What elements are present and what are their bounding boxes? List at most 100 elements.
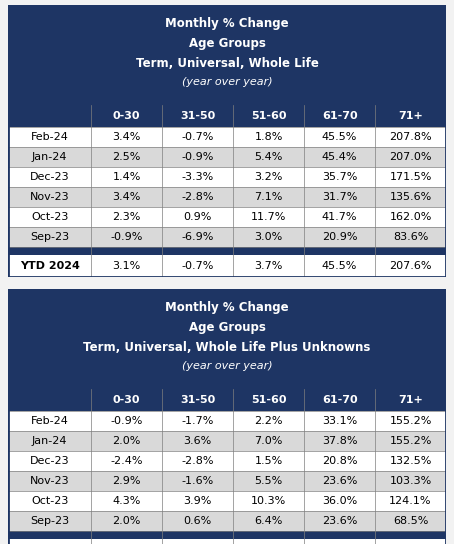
Text: Age Groups: Age Groups — [188, 37, 266, 50]
Text: 207.6%: 207.6% — [389, 261, 432, 271]
Text: 45.4%: 45.4% — [322, 152, 357, 162]
Text: Term, Universal, Whole Life: Term, Universal, Whole Life — [136, 57, 318, 70]
Text: -6.9%: -6.9% — [182, 232, 214, 242]
Text: 33.1%: 33.1% — [322, 416, 357, 426]
Text: -0.7%: -0.7% — [182, 261, 214, 271]
Text: 0-30: 0-30 — [113, 395, 140, 405]
Bar — [8, 127, 446, 147]
Text: 4.3%: 4.3% — [113, 496, 141, 506]
Text: 132.5%: 132.5% — [390, 456, 432, 466]
Text: 2.3%: 2.3% — [113, 212, 141, 222]
Bar — [8, 105, 446, 127]
Text: 124.1%: 124.1% — [389, 496, 432, 506]
Text: Oct-23: Oct-23 — [31, 496, 68, 506]
Text: 3.9%: 3.9% — [183, 496, 212, 506]
Text: 7.0%: 7.0% — [254, 436, 283, 446]
Text: 2.5%: 2.5% — [113, 152, 141, 162]
Text: 207.0%: 207.0% — [389, 152, 432, 162]
Bar — [8, 531, 446, 539]
Text: 0.9%: 0.9% — [183, 212, 212, 222]
Text: Nov-23: Nov-23 — [30, 192, 69, 202]
Text: -0.9%: -0.9% — [182, 152, 214, 162]
Text: 51-60: 51-60 — [251, 395, 286, 405]
Text: 45.5%: 45.5% — [322, 261, 357, 271]
Bar — [8, 511, 446, 531]
Text: 2.0%: 2.0% — [113, 436, 141, 446]
Text: 3.4%: 3.4% — [113, 192, 141, 202]
Text: 103.3%: 103.3% — [390, 476, 432, 486]
Text: 3.7%: 3.7% — [254, 261, 283, 271]
Text: 61-70: 61-70 — [322, 395, 357, 405]
Text: 71+: 71+ — [398, 111, 423, 121]
Text: 2.2%: 2.2% — [254, 416, 283, 426]
Bar — [8, 289, 446, 389]
Text: Oct-23: Oct-23 — [31, 212, 68, 222]
Bar — [8, 389, 446, 411]
Text: -2.4%: -2.4% — [110, 456, 143, 466]
Text: Sep-23: Sep-23 — [30, 516, 69, 526]
Bar — [8, 247, 446, 255]
Text: 11.7%: 11.7% — [251, 212, 286, 222]
Text: 31.7%: 31.7% — [322, 192, 357, 202]
Text: 1.5%: 1.5% — [255, 456, 283, 466]
Text: Monthly % Change: Monthly % Change — [165, 301, 289, 314]
Text: 68.5%: 68.5% — [393, 516, 428, 526]
Text: -3.3%: -3.3% — [182, 172, 214, 182]
Text: 207.8%: 207.8% — [389, 132, 432, 142]
Text: Jan-24: Jan-24 — [32, 436, 67, 446]
Text: 155.2%: 155.2% — [390, 436, 432, 446]
Text: -0.7%: -0.7% — [182, 132, 214, 142]
Text: 23.6%: 23.6% — [322, 476, 357, 486]
Text: 5.5%: 5.5% — [255, 476, 283, 486]
Text: 0-30: 0-30 — [113, 111, 140, 121]
Text: Nov-23: Nov-23 — [30, 476, 69, 486]
Text: 3.4%: 3.4% — [113, 132, 141, 142]
Text: Jan-24: Jan-24 — [32, 152, 67, 162]
Text: Age Groups: Age Groups — [188, 321, 266, 334]
Text: Dec-23: Dec-23 — [30, 456, 69, 466]
Text: -2.8%: -2.8% — [182, 456, 214, 466]
Text: 3.6%: 3.6% — [183, 436, 212, 446]
Text: 5.4%: 5.4% — [254, 152, 283, 162]
Text: YTD 2024: YTD 2024 — [20, 261, 79, 271]
Text: -1.6%: -1.6% — [182, 476, 214, 486]
Bar — [8, 255, 446, 277]
Text: 7.1%: 7.1% — [254, 192, 283, 202]
Text: Feb-24: Feb-24 — [31, 132, 69, 142]
Text: 23.6%: 23.6% — [322, 516, 357, 526]
Text: 2.0%: 2.0% — [113, 516, 141, 526]
Bar — [8, 431, 446, 451]
Text: 41.7%: 41.7% — [322, 212, 357, 222]
Bar — [8, 539, 446, 544]
Text: 20.9%: 20.9% — [322, 232, 357, 242]
Text: 71+: 71+ — [398, 395, 423, 405]
Text: 155.2%: 155.2% — [390, 416, 432, 426]
Text: 3.0%: 3.0% — [255, 232, 283, 242]
Text: 37.8%: 37.8% — [322, 436, 357, 446]
Bar — [8, 147, 446, 167]
Text: 36.0%: 36.0% — [322, 496, 357, 506]
Text: (year over year): (year over year) — [182, 77, 272, 87]
Text: 1.4%: 1.4% — [113, 172, 141, 182]
Text: 6.4%: 6.4% — [254, 516, 283, 526]
Text: Term, Universal, Whole Life Plus Unknowns: Term, Universal, Whole Life Plus Unknown… — [84, 341, 370, 354]
Text: 1.8%: 1.8% — [254, 132, 283, 142]
Bar — [8, 471, 446, 491]
Bar — [8, 411, 446, 431]
Text: Monthly % Change: Monthly % Change — [165, 17, 289, 30]
Bar — [8, 227, 446, 247]
Text: 51-60: 51-60 — [251, 111, 286, 121]
Bar — [8, 491, 446, 511]
Text: Sep-23: Sep-23 — [30, 232, 69, 242]
Text: 162.0%: 162.0% — [390, 212, 432, 222]
Text: 135.6%: 135.6% — [390, 192, 432, 202]
Bar — [8, 5, 446, 105]
Text: 3.2%: 3.2% — [254, 172, 283, 182]
Text: 35.7%: 35.7% — [322, 172, 357, 182]
Text: Dec-23: Dec-23 — [30, 172, 69, 182]
Text: 2.9%: 2.9% — [113, 476, 141, 486]
Text: -1.7%: -1.7% — [182, 416, 214, 426]
Text: 45.5%: 45.5% — [322, 132, 357, 142]
Text: 0.6%: 0.6% — [183, 516, 212, 526]
Text: -0.9%: -0.9% — [110, 232, 143, 242]
